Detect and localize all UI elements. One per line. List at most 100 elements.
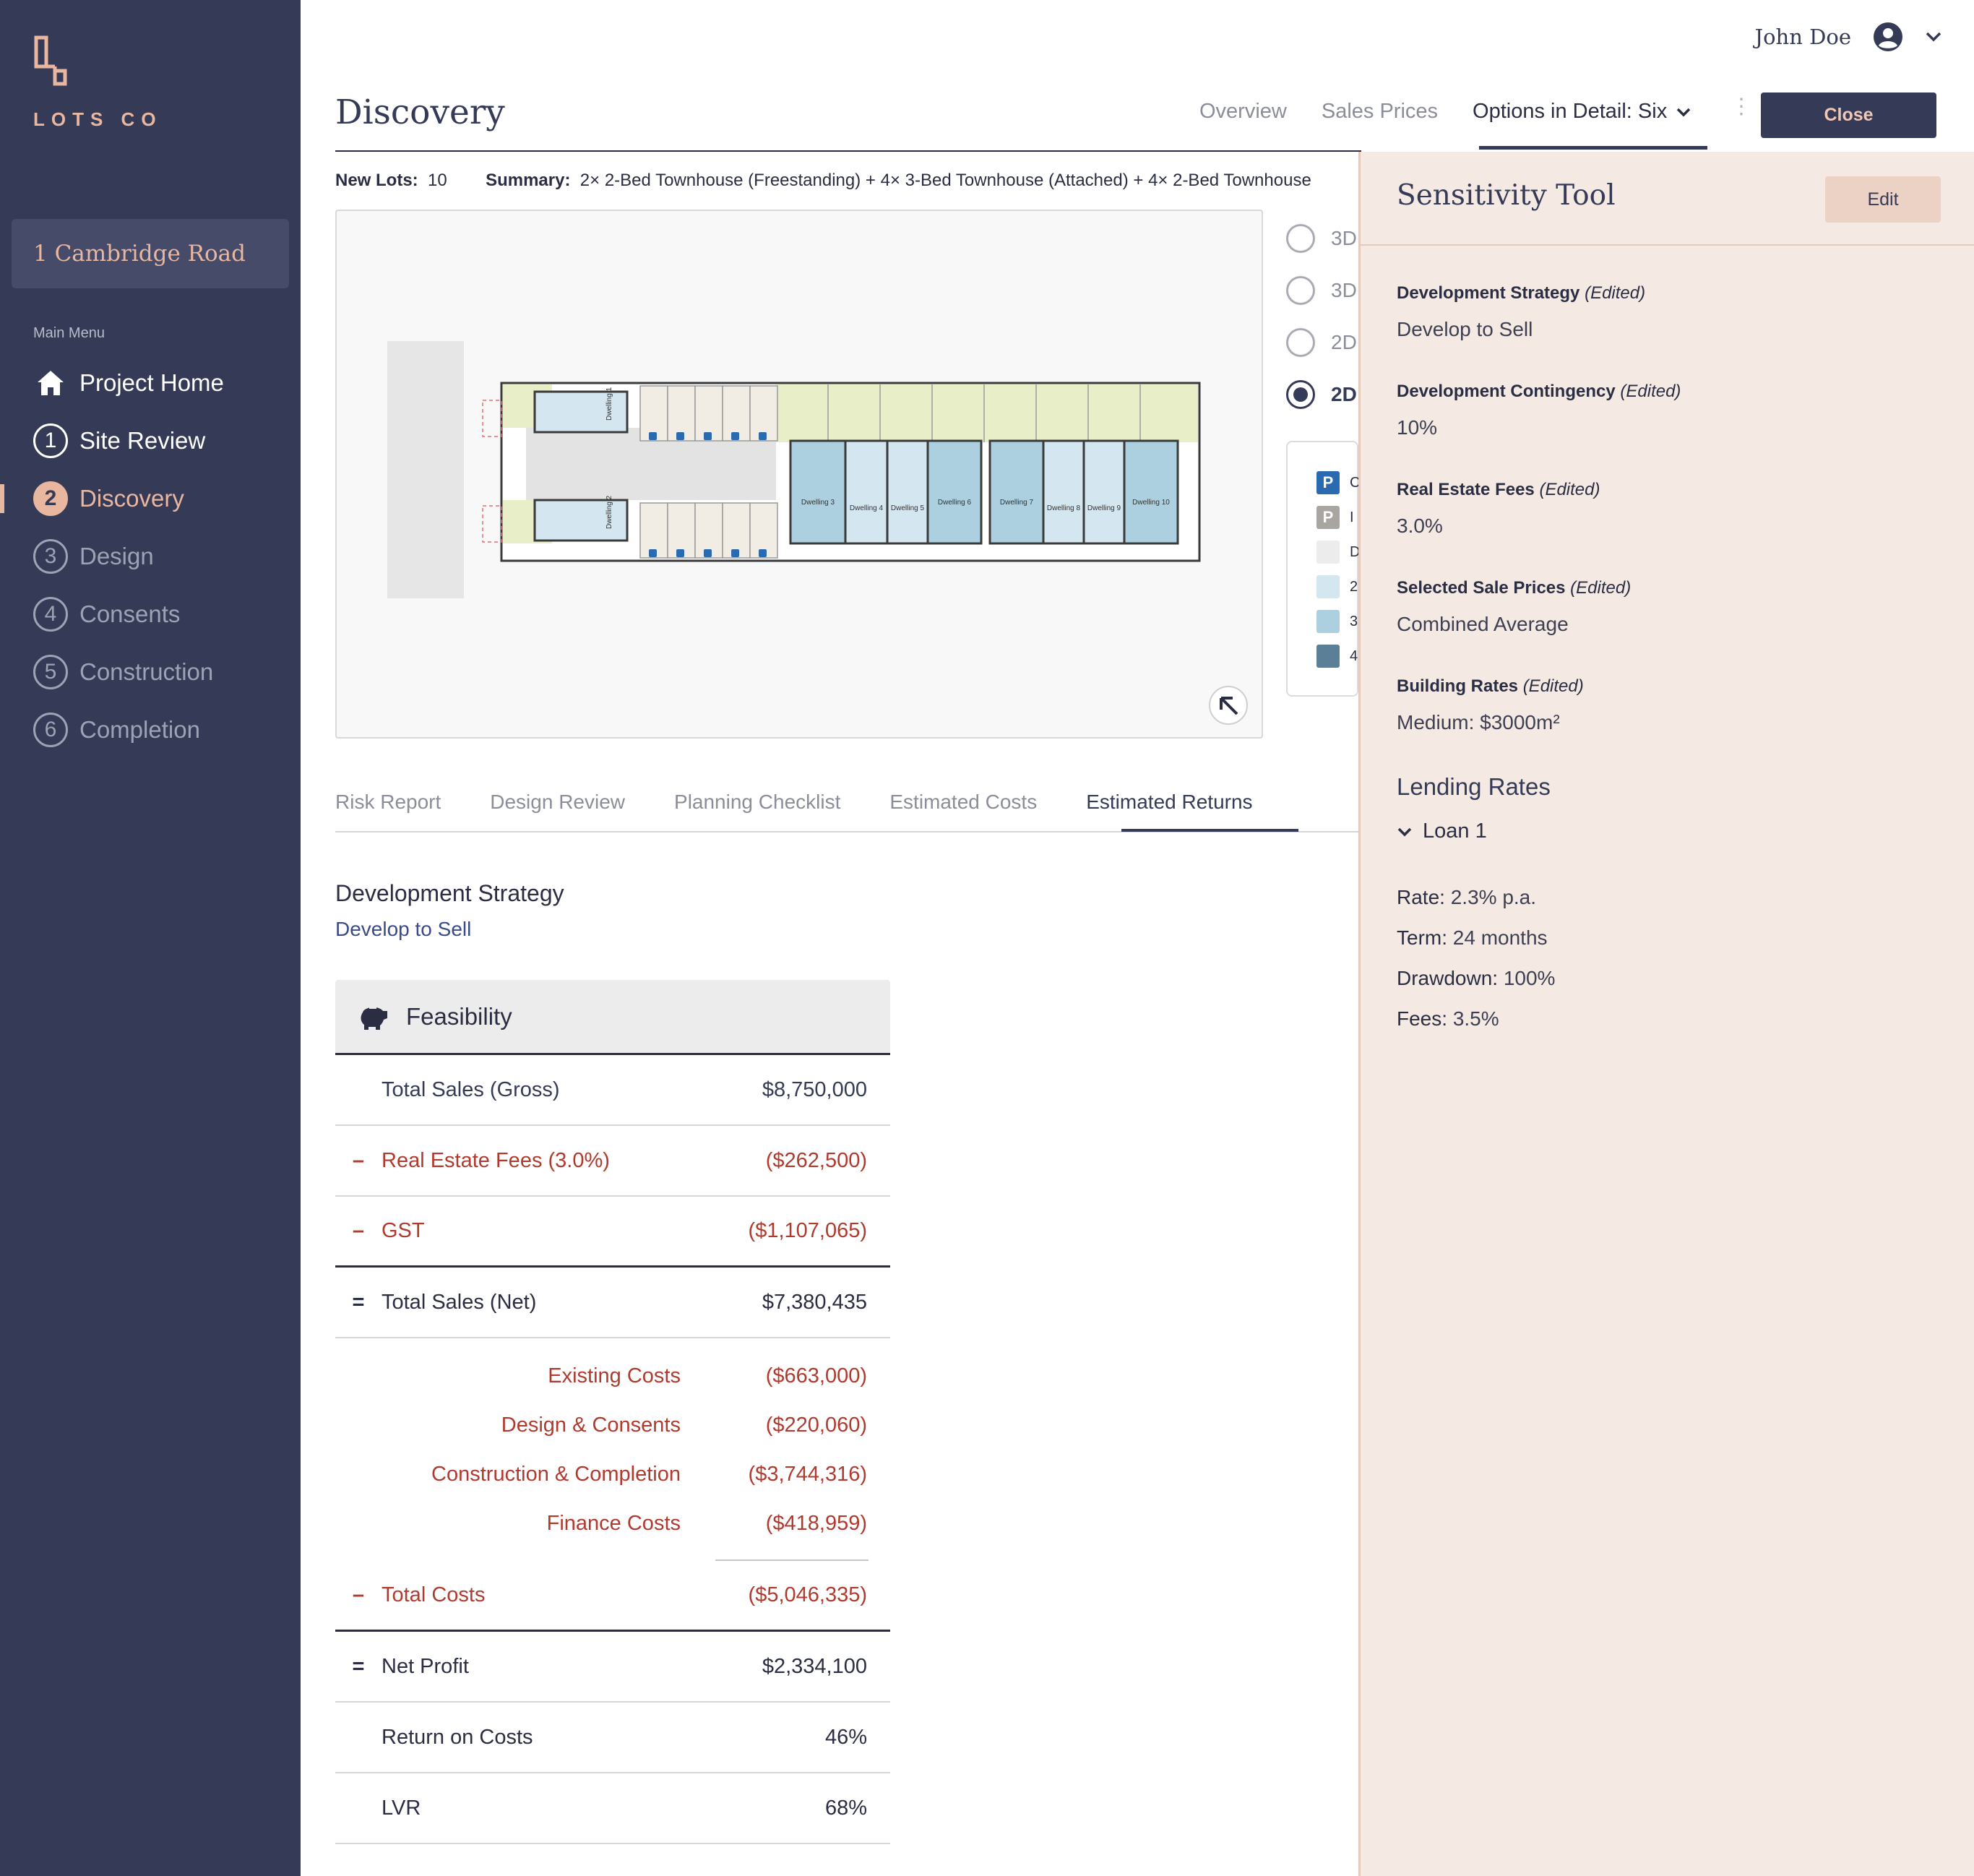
loan-rate: Rate: 2.3% p.a. [1397,886,1536,909]
feasibility-title: Feasibility [406,1002,512,1030]
lots-co-logo[interactable] [33,35,69,88]
north-arrow-icon[interactable] [1208,685,1249,726]
map-legend: P C P I D 2 3 4 [1286,441,1360,697]
loan-fees-value: 3.5% [1452,1007,1499,1030]
subtotal-divider [715,1559,869,1561]
cost-value: ($418,959) [765,1511,867,1535]
minus-icon: – [352,1148,365,1172]
loan-term-value: 24 months [1452,926,1548,949]
legend-swatch [1316,541,1340,564]
dwelling-label: Dwelling 3 [801,499,835,507]
strategy-value: Develop to Sell [335,918,472,940]
tab-overview[interactable]: Overview [1199,100,1287,123]
field-label: Development Contingency (Edited) [1397,382,1681,402]
tab-estimated-costs[interactable]: Estimated Costs [889,791,1038,813]
sensitivity-tool-panel: Sensitivity Tool Edit Development Strate… [1358,152,1974,1876]
cost-value: ($220,060) [765,1413,867,1437]
step-4-icon: 4 [33,597,68,632]
legend-swatch [1316,575,1340,598]
legend-item: 2 [1316,575,1358,598]
menu-item-label: Discovery [79,485,184,512]
section-tabs-divider [335,831,1360,832]
view-option-2d-selected[interactable]: 2D [1286,369,1357,421]
menu-item-label: Construction [79,658,214,685]
menu-item-label: Site Review [79,427,206,454]
step-1-icon: 1 [33,423,68,458]
active-tab-indicator [1479,146,1707,150]
row-value: 46% [824,1725,867,1749]
edited-tag: (Edited) [1585,283,1646,303]
tab-design-review[interactable]: Design Review [490,791,626,813]
strategy-heading: Development Strategy [335,880,564,906]
loan-term: Term: 24 months [1397,926,1548,950]
row-value: $7,380,435 [762,1290,867,1314]
legend-item: 3 [1316,610,1358,633]
dwelling-label: Dwelling 9 [1087,504,1121,512]
new-lots-value: 10 [428,171,447,190]
user-name: John Doe [1754,25,1851,49]
step-6-icon: 6 [33,713,68,747]
project-selector[interactable]: 1 Cambridge Road [12,219,289,288]
menu-item-completion[interactable]: 6 Completion [0,701,301,759]
chevron-down-icon[interactable] [1925,31,1942,43]
legend-item: P I [1316,506,1354,529]
sidebar: LOTS CO 1 Cambridge Road Main Menu Proje… [0,0,301,1876]
cost-label: Finance Costs [546,1511,681,1535]
loan-drawdown: Drawdown: 100% [1397,967,1555,990]
field-value: Combined Average [1397,613,1569,635]
cost-value: ($3,744,316) [748,1462,867,1486]
more-options-icon[interactable]: ⋮ [1731,95,1752,119]
close-button[interactable]: Close [1761,92,1936,138]
menu-item-project-home[interactable]: Project Home [0,354,301,412]
dwelling-label: Dwelling 1 [605,387,613,421]
edited-tag: (Edited) [1539,480,1600,499]
loan-rate-value: 2.3% p.a. [1450,886,1537,908]
dwelling-label: Dwelling 4 [850,504,884,512]
tab-planning-checklist[interactable]: Planning Checklist [674,791,841,813]
panel-divider [1361,244,1974,246]
feasibility-table: Feasibility Total Sales (Gross) $8,750,0… [335,980,890,1844]
view-option-3d-alt[interactable]: 3D [1286,264,1357,317]
user-menu[interactable]: John Doe [1754,22,1942,52]
main-menu-heading: Main Menu [33,325,105,341]
legend-item: D [1316,541,1360,564]
legend-item: 4 [1316,645,1358,668]
active-section-indicator [1121,829,1298,832]
summary-value: 2× 2-Bed Townhouse (Freestanding) + 4× 3… [579,171,1311,190]
row-value: ($5,046,335) [748,1583,867,1606]
legend-item: P C [1316,471,1360,494]
row-label: Return on Costs [382,1725,533,1749]
loan-1-toggle[interactable]: Loan 1 [1397,819,1487,843]
loan-rate-label: Rate: [1397,886,1445,908]
menu-item-site-review[interactable]: 1 Site Review [0,412,301,470]
row-total-costs: – Total Costs ($5,046,335) [335,1561,890,1632]
field-value: 10% [1397,416,1438,439]
site-plan-viewer[interactable]: Dwelling 1 Dwelling 2 Dwelling 3 Dwellin… [335,210,1263,739]
menu-item-design[interactable]: 3 Design [0,528,301,585]
top-tabs: Overview Sales Prices Options in Detail:… [1199,100,1691,124]
view-option-3d[interactable]: 3D [1286,212,1357,264]
minus-icon: – [352,1219,365,1242]
menu-item-consents[interactable]: 4 Consents [0,585,301,643]
dwelling-label: Dwelling 2 [605,495,613,529]
section-tabs: Risk Report Design Review Planning Check… [335,791,1253,814]
row-total-sales-net: = Total Sales (Net) $7,380,435 [335,1268,890,1338]
row-lvr: LVR 68% [335,1773,890,1844]
row-label: Net Profit [382,1654,469,1678]
view-option-2d[interactable]: 2D [1286,317,1357,369]
summary-line: New Lots: 10 Summary: 2× 2-Bed Townhouse… [335,171,1357,191]
field-real-estate-fees: Real Estate Fees (Edited) 3.0% [1397,480,1600,538]
view-option-label: 2D [1331,383,1357,405]
tab-sales-prices[interactable]: Sales Prices [1321,100,1439,123]
tab-estimated-returns[interactable]: Estimated Returns [1086,791,1253,813]
tab-risk-report[interactable]: Risk Report [335,791,441,813]
field-label: Development Strategy (Edited) [1397,283,1645,304]
legend-label: 2 [1350,578,1358,595]
menu-item-discovery[interactable]: 2 Discovery [0,470,301,528]
row-label: LVR [382,1796,421,1820]
row-value: ($262,500) [765,1148,867,1172]
menu-item-construction[interactable]: 5 Construction [0,643,301,701]
tab-options-in-detail[interactable]: Options in Detail: Six [1473,100,1691,124]
edit-button[interactable]: Edit [1825,176,1941,223]
brand-name: LOTS CO [33,108,163,130]
